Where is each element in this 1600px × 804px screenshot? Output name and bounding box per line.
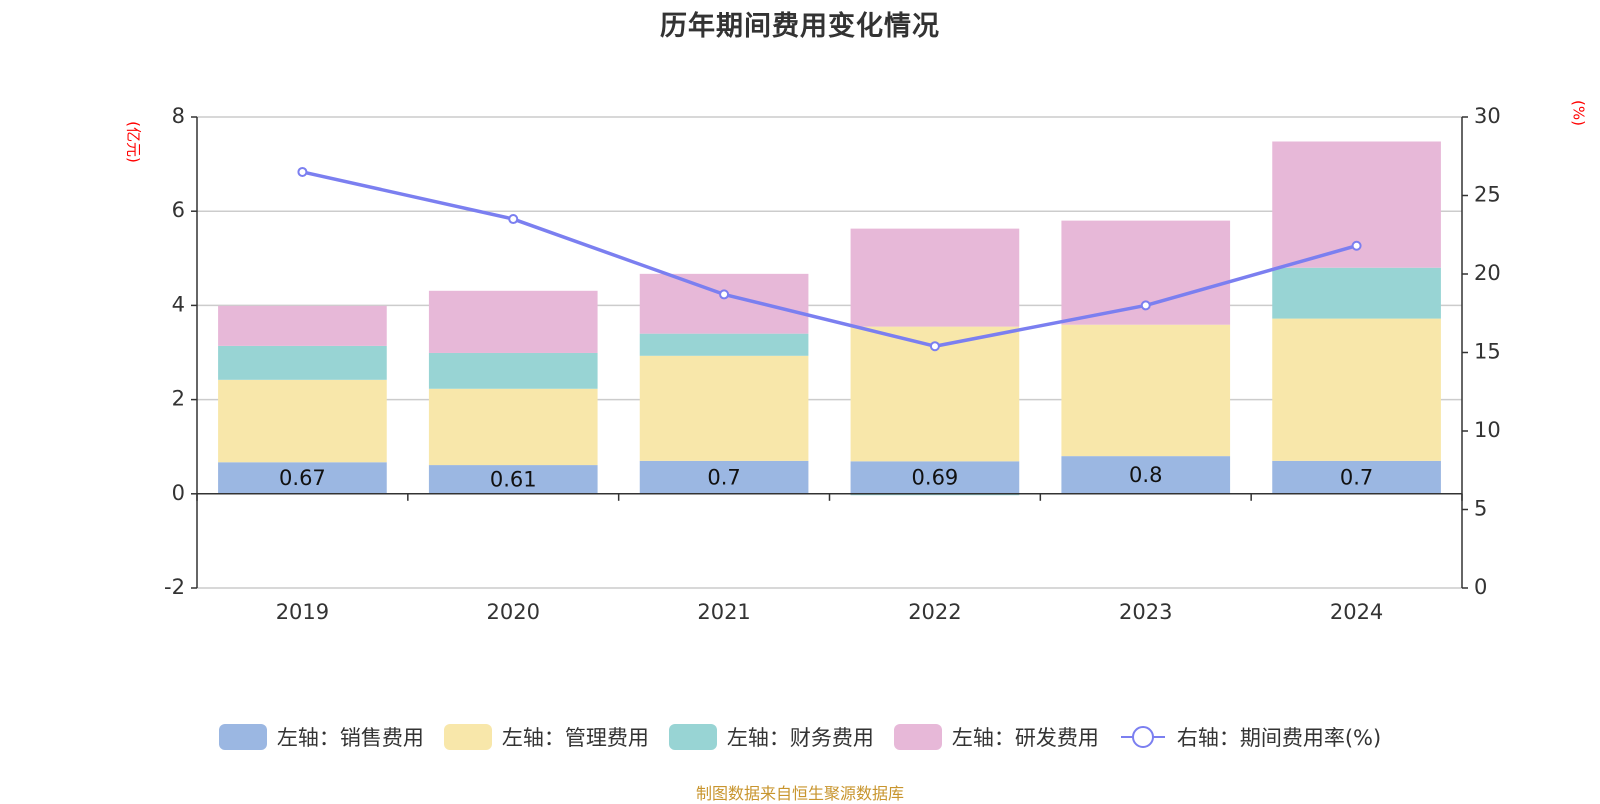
right-axis-tick-label: 10 (1474, 418, 1501, 442)
bar-segment[interactable] (428, 352, 598, 389)
right-axis-tick-label: 0 (1474, 575, 1487, 599)
bar-data-label: 0.61 (490, 467, 537, 491)
legend-line-marker-icon (1119, 724, 1167, 750)
left-axis-tick-label: -2 (164, 575, 185, 599)
left-axis-tick-label: 4 (172, 292, 185, 316)
rate-point[interactable] (719, 289, 730, 300)
rate-point[interactable] (297, 166, 308, 177)
x-axis-tick-label: 2019 (276, 600, 329, 624)
bar-segment[interactable] (639, 273, 809, 334)
bar-data-label: 0.67 (279, 466, 326, 490)
legend-item[interactable]: 左轴：研发费用 (893, 722, 1099, 752)
bar-segment[interactable] (218, 305, 387, 346)
legend-item[interactable]: 左轴：管理费用 (443, 722, 649, 752)
bar-segment[interactable] (1272, 267, 1441, 319)
bar-segment[interactable] (1061, 456, 1231, 494)
legend-label: 右轴：期间费用率(%) (1176, 726, 1382, 750)
legend-swatch-icon (893, 724, 942, 750)
bar-segment[interactable] (218, 462, 387, 494)
left-axis-tick-label: 6 (172, 198, 185, 222)
left-axis-unit: (亿元) (125, 121, 143, 163)
x-axis-tick-label: 2020 (487, 600, 540, 624)
bar-segment[interactable] (639, 355, 809, 461)
rate-point[interactable] (929, 341, 940, 352)
line-series (297, 166, 1362, 352)
bar-segment[interactable] (639, 460, 809, 494)
legend-swatch-icon (668, 724, 717, 750)
legend-item[interactable]: 右轴：期间费用率(%) (1119, 722, 1381, 752)
bar-data-label: 0.8 (1129, 463, 1162, 487)
rate-point[interactable] (1140, 300, 1151, 311)
x-axis-tick-label: 2023 (1119, 600, 1172, 624)
right-axis-tick-label: 30 (1474, 104, 1501, 128)
x-axis-tick-label: 2022 (908, 600, 961, 624)
data-labels: 0.67 0.61 0.7 0.69 0.8 0.7 (279, 463, 1373, 491)
grid-lines (197, 116, 1462, 589)
bar-segment[interactable] (428, 465, 598, 494)
rate-point[interactable] (508, 214, 519, 225)
left-axis-tick-label: 8 (172, 104, 185, 128)
right-axis-tick-label: 20 (1474, 261, 1501, 285)
x-axis-tick-label: 2024 (1330, 600, 1383, 624)
bar-segment[interactable] (850, 228, 1020, 327)
right-axis-tick-label: 5 (1474, 497, 1487, 521)
bar-segment[interactable] (1272, 318, 1441, 461)
bar-segment[interactable] (428, 290, 598, 353)
legend-label: 左轴：销售费用 (276, 726, 424, 750)
bar-data-label: 0.69 (912, 466, 959, 490)
source-footer: 制图数据来自恒生聚源数据库 (695, 784, 904, 803)
bar-segment[interactable] (850, 461, 1020, 494)
left-axis-tick-label: 2 (172, 387, 185, 411)
rate-point[interactable] (1351, 240, 1362, 251)
bar-data-label: 0.7 (707, 465, 740, 489)
legend-item[interactable]: 左轴：财务费用 (668, 722, 874, 752)
legend-label: 左轴：研发费用 (951, 726, 1099, 750)
legend-label: 左轴：财务费用 (726, 726, 874, 750)
rate-line (302, 170, 1358, 348)
bar-data-label: 0.7 (1340, 465, 1373, 489)
axes: -2 0 2 4 6 8 0 5 10 15 20 25 30 2019 2020 2021 2022 2023 2… (164, 104, 1501, 624)
bar-segment[interactable] (639, 333, 809, 356)
bar-segment[interactable] (1061, 324, 1231, 457)
right-axis-unit: (%) (1570, 100, 1588, 126)
legend-item[interactable]: 左轴：销售费用 (218, 722, 424, 752)
chart-title: 历年期间费用变化情况 (660, 11, 940, 42)
legend: 左轴：销售费用 左轴：管理费用 左轴：财务费用 左轴：研发费用 右轴：期间费用率(%) (0, 722, 1600, 752)
left-axis-tick-label: 0 (172, 481, 185, 505)
bar-segment[interactable] (1272, 460, 1441, 494)
legend-label: 左轴：管理费用 (501, 726, 649, 750)
bar-segment[interactable] (218, 345, 387, 380)
right-axis-tick-label: 25 (1474, 183, 1501, 207)
right-axis-tick-label: 15 (1474, 340, 1501, 364)
x-axis-tick-label: 2021 (697, 600, 750, 624)
bar-segment[interactable] (428, 388, 598, 466)
legend-swatch-icon (218, 724, 267, 750)
legend-swatch-icon (443, 724, 492, 750)
bar-segment[interactable] (218, 379, 387, 463)
